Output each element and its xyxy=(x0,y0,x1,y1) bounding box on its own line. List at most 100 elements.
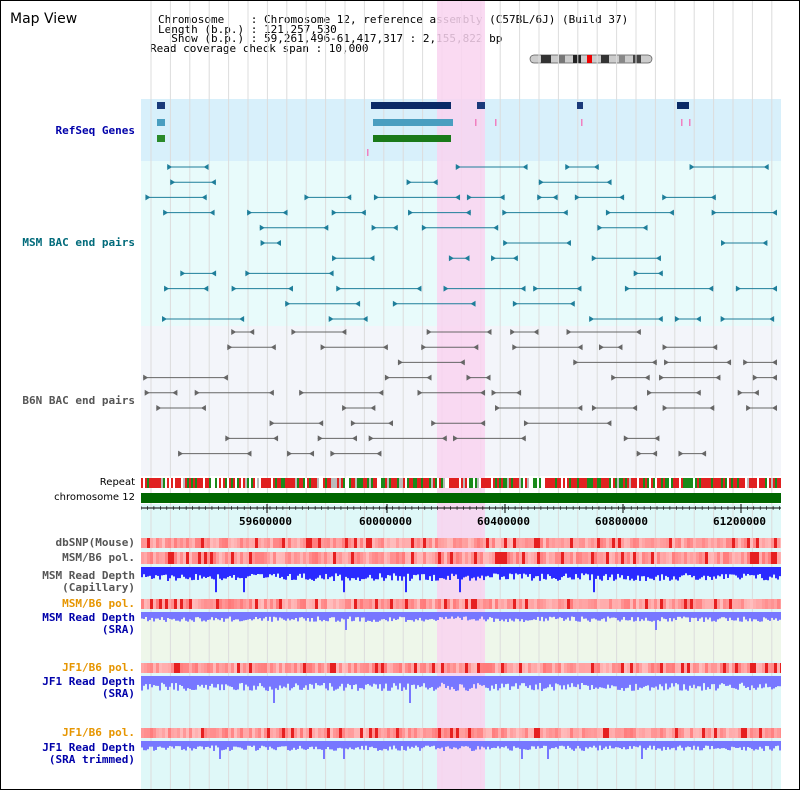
pol-heat-cell xyxy=(288,552,291,564)
repeat-segment xyxy=(167,478,169,488)
read-depth-bar xyxy=(567,676,569,685)
track-label-refseq[interactable]: RefSeq Genes xyxy=(55,124,135,137)
read-depth-bar xyxy=(293,676,295,688)
read-depth-bar xyxy=(439,612,441,618)
b6n-bac-pair-end xyxy=(459,359,465,366)
read-depth-bar xyxy=(621,676,623,688)
read-depth-bar xyxy=(205,567,207,579)
repeat-segment xyxy=(651,478,653,488)
pol-heat-cell xyxy=(432,599,435,609)
read-depth-bar xyxy=(543,612,545,622)
pol-heat-cell xyxy=(621,663,624,673)
repeat-segment xyxy=(233,478,235,488)
read-depth-bar xyxy=(543,567,545,579)
pol-heat-cell xyxy=(405,728,408,738)
pol-heat-cell xyxy=(777,728,780,738)
read-depth-bar xyxy=(611,567,613,575)
repeat-segment xyxy=(353,478,355,488)
track-label-jf1-b6-pol-trimmed[interactable]: JF1/B6 pol. xyxy=(62,726,135,739)
read-depth-bar xyxy=(687,612,689,618)
pol-heat-cell xyxy=(780,552,781,564)
track-label-jf1-read-depth-sra[interactable]: JF1 Read Depth (SRA) xyxy=(42,675,135,700)
read-depth-bar xyxy=(449,612,451,619)
read-depth-bar xyxy=(761,567,763,579)
msm-bac-pair-end xyxy=(721,240,727,246)
pol-heat-cell xyxy=(579,599,582,609)
pol-heat-cell xyxy=(708,599,711,609)
repeat-segment xyxy=(711,478,713,488)
read-depth-bar xyxy=(163,567,165,576)
read-depth-bar xyxy=(415,567,417,576)
pol-heat-cell xyxy=(510,552,513,564)
read-depth-bar xyxy=(767,567,769,581)
msm-bac-pair-end xyxy=(522,164,528,170)
pol-heat-cell xyxy=(759,538,762,548)
pol-heat-cell xyxy=(360,599,363,609)
pol-heat-cell xyxy=(369,663,372,673)
msm-bac-pair-end xyxy=(695,316,701,322)
repeat-segment xyxy=(275,478,277,488)
pol-heat-cell xyxy=(210,663,213,673)
read-depth-bar xyxy=(555,567,557,579)
read-depth-bar xyxy=(653,612,655,621)
read-depth-bar xyxy=(535,741,537,749)
b6n-bac-pair-end xyxy=(473,344,479,351)
pol-heat-cell xyxy=(660,538,663,548)
track-label-msm-b6-pol-sra[interactable]: MSM/B6 pol. xyxy=(62,597,135,610)
pol-heat-cell xyxy=(720,599,723,609)
read-depth-bar xyxy=(737,676,739,690)
repeat-segment xyxy=(769,478,771,488)
track-label-msm-bac[interactable]: MSM BAC end pairs xyxy=(22,236,135,249)
b6n-bac-pair-end xyxy=(178,450,184,457)
read-depth-bar xyxy=(475,612,477,621)
repeat-segment xyxy=(325,478,327,488)
read-depth-bar xyxy=(399,676,401,684)
chromosome-ideogram[interactable] xyxy=(529,53,655,65)
track-label-msm-b6-pol[interactable]: MSM/B6 pol. xyxy=(62,551,135,564)
read-depth-bar xyxy=(643,567,645,577)
pol-heat-cell xyxy=(735,538,738,548)
pol-heat-cell xyxy=(177,552,180,564)
read-depth-bar xyxy=(197,567,199,580)
read-depth-bar xyxy=(219,676,221,691)
pol-heat-cell xyxy=(600,552,603,564)
read-depth-bar xyxy=(341,741,343,749)
pol-heat-cell xyxy=(330,538,333,548)
track-label-b6n-bac[interactable]: B6N BAC end pairs xyxy=(22,394,135,407)
b6n-bac-pair-end xyxy=(480,420,486,427)
read-depth-bar xyxy=(587,676,589,686)
pol-heat-cell xyxy=(225,552,228,564)
pol-heat-cell xyxy=(405,552,408,564)
read-depth-bar xyxy=(305,567,307,580)
b6n-bac-pair-end xyxy=(651,359,657,366)
track-label-msm-read-depth-sra[interactable]: MSM Read Depth (SRA) xyxy=(42,611,135,636)
read-depth-bar xyxy=(627,676,629,688)
track-label-dbsnp[interactable]: dbSNP(Mouse) xyxy=(55,536,135,549)
read-depth-bar xyxy=(701,676,703,691)
read-depth-bar xyxy=(425,676,427,688)
read-depth-bar xyxy=(197,741,199,747)
read-depth-bar xyxy=(335,567,337,574)
pol-heat-cell xyxy=(684,552,687,564)
track-label-jf1-read-depth-trimmed[interactable]: JF1 Read Depth (SRA trimmed) xyxy=(42,741,135,766)
read-depth-bar xyxy=(299,741,301,746)
pol-heat-cell xyxy=(219,663,222,673)
read-depth-bar xyxy=(685,741,687,748)
read-depth-bar xyxy=(565,676,567,690)
b6n-bac-pair-end xyxy=(269,420,275,427)
pol-heat-cell xyxy=(480,728,483,738)
track-label-msm-read-depth-capillary[interactable]: MSM Read Depth (Capillary) xyxy=(42,569,135,594)
pol-heat-cell xyxy=(603,538,606,548)
pol-heat-cell xyxy=(204,599,207,609)
read-depth-bar xyxy=(647,676,649,686)
read-depth-bar xyxy=(425,567,427,580)
pol-heat-cell xyxy=(264,599,267,609)
genome-track-panel[interactable]: 59600000 60000000 60400000 60800000 61200000 xyxy=(141,1,781,790)
read-depth-bar xyxy=(683,741,685,751)
msm-bac-pair-end xyxy=(662,194,668,201)
read-depth-bar xyxy=(357,612,359,618)
pol-heat-cell xyxy=(552,728,555,738)
read-depth-bar xyxy=(267,676,269,691)
read-depth-bar xyxy=(577,676,579,685)
track-label-jf1-b6-pol[interactable]: JF1/B6 pol. xyxy=(62,661,135,674)
